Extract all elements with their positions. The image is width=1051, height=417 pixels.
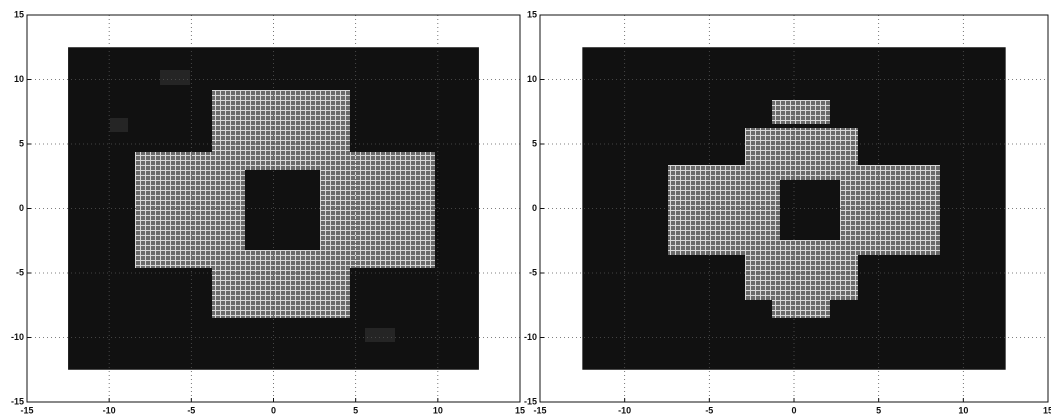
y-tick-label: -10 xyxy=(524,332,537,342)
y-tick-label: 15 xyxy=(14,9,24,19)
x-tick-label: -15 xyxy=(533,405,546,415)
y-tick-label: -10 xyxy=(11,332,24,342)
y-tick-label: 10 xyxy=(14,74,24,84)
x-tick-label: 5 xyxy=(876,405,881,415)
x-tick-label: 10 xyxy=(958,405,968,415)
x-tick-label: 10 xyxy=(433,405,443,415)
y-tick-label: -15 xyxy=(11,396,24,406)
axes-frame xyxy=(539,14,1049,403)
y-tick-label: -15 xyxy=(524,396,537,406)
x-tick-label: 15 xyxy=(515,405,525,415)
y-tick-label: 0 xyxy=(19,203,24,213)
y-tick-label: 5 xyxy=(532,138,537,148)
x-tick-label: -15 xyxy=(20,405,33,415)
feature-right-blobs xyxy=(772,100,830,318)
x-tick-label: -5 xyxy=(705,405,713,415)
feature-right xyxy=(668,128,940,300)
y-tick-label: 0 xyxy=(532,203,537,213)
axes-frame xyxy=(26,14,521,403)
x-tick-label: -10 xyxy=(103,405,116,415)
x-tick-label: 5 xyxy=(353,405,358,415)
y-tick-label: -5 xyxy=(529,267,537,277)
image-features xyxy=(110,70,940,342)
x-tick-label: -5 xyxy=(187,405,195,415)
x-tick-label: 0 xyxy=(271,405,276,415)
x-tick-label: 0 xyxy=(791,405,796,415)
x-tick-label: -10 xyxy=(618,405,631,415)
x-tick-label: 15 xyxy=(1043,405,1051,415)
y-tick-label: -5 xyxy=(16,267,24,277)
y-tick-label: 5 xyxy=(19,138,24,148)
y-tick-label: 15 xyxy=(527,9,537,19)
feature-left xyxy=(135,90,435,318)
y-tick-label: 10 xyxy=(527,74,537,84)
